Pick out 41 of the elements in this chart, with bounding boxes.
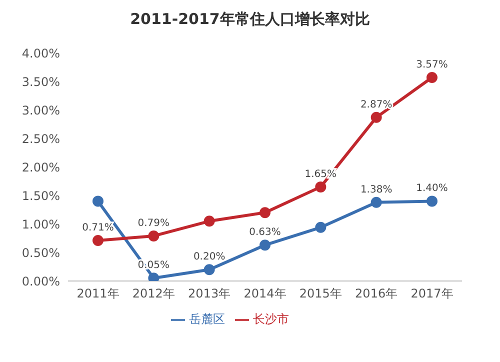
point bbox=[370, 112, 382, 123]
point bbox=[315, 181, 326, 192]
x-tick-label: 2016年 bbox=[355, 286, 398, 301]
legend-label: 岳麓区 bbox=[189, 312, 225, 326]
y-tick-label: 0.00% bbox=[22, 274, 60, 288]
point bbox=[426, 72, 438, 84]
data-label: 3.57% bbox=[416, 60, 448, 71]
data-label: 1.38% bbox=[360, 184, 392, 196]
point bbox=[370, 196, 382, 208]
point bbox=[260, 207, 270, 218]
y-tick-label: 3.50% bbox=[22, 74, 60, 89]
point bbox=[92, 235, 104, 246]
point bbox=[148, 230, 160, 242]
data-label: 0.71% bbox=[82, 222, 114, 234]
point bbox=[426, 196, 438, 207]
data-label: 2.87% bbox=[360, 99, 392, 110]
y-tick-label: 3.00% bbox=[22, 103, 60, 118]
y-tick-label: 1.50% bbox=[22, 188, 60, 203]
y-tick-label: 2.50% bbox=[22, 132, 60, 146]
point bbox=[260, 240, 270, 251]
x-tick-label: 2015年 bbox=[299, 286, 342, 301]
chart-title: 2011-2017年常住人口增长率对比 bbox=[129, 10, 371, 29]
y-tick-label: 1.00% bbox=[22, 217, 60, 232]
y-tick-label: 4.00% bbox=[22, 46, 60, 60]
y-tick-label: 2.00% bbox=[22, 160, 60, 174]
legend-label: 长沙市 bbox=[253, 312, 289, 326]
x-tick-label: 2017年 bbox=[410, 286, 454, 301]
x-tick-label: 2013年 bbox=[188, 286, 231, 301]
x-tick-label: 2014年 bbox=[244, 286, 286, 301]
point bbox=[148, 272, 160, 281]
data-label: 1.40% bbox=[416, 183, 448, 194]
data-label: 0.63% bbox=[249, 227, 281, 238]
point bbox=[315, 222, 326, 233]
data-label: 0.79% bbox=[138, 218, 170, 229]
point bbox=[92, 196, 104, 207]
data-label: 0.20% bbox=[193, 252, 226, 263]
point bbox=[204, 216, 215, 227]
point bbox=[204, 264, 215, 276]
y-tick-label: 0.50% bbox=[22, 246, 60, 260]
x-tick-label: 2012年 bbox=[132, 286, 175, 301]
x-tick-label: 2011年 bbox=[76, 286, 120, 301]
